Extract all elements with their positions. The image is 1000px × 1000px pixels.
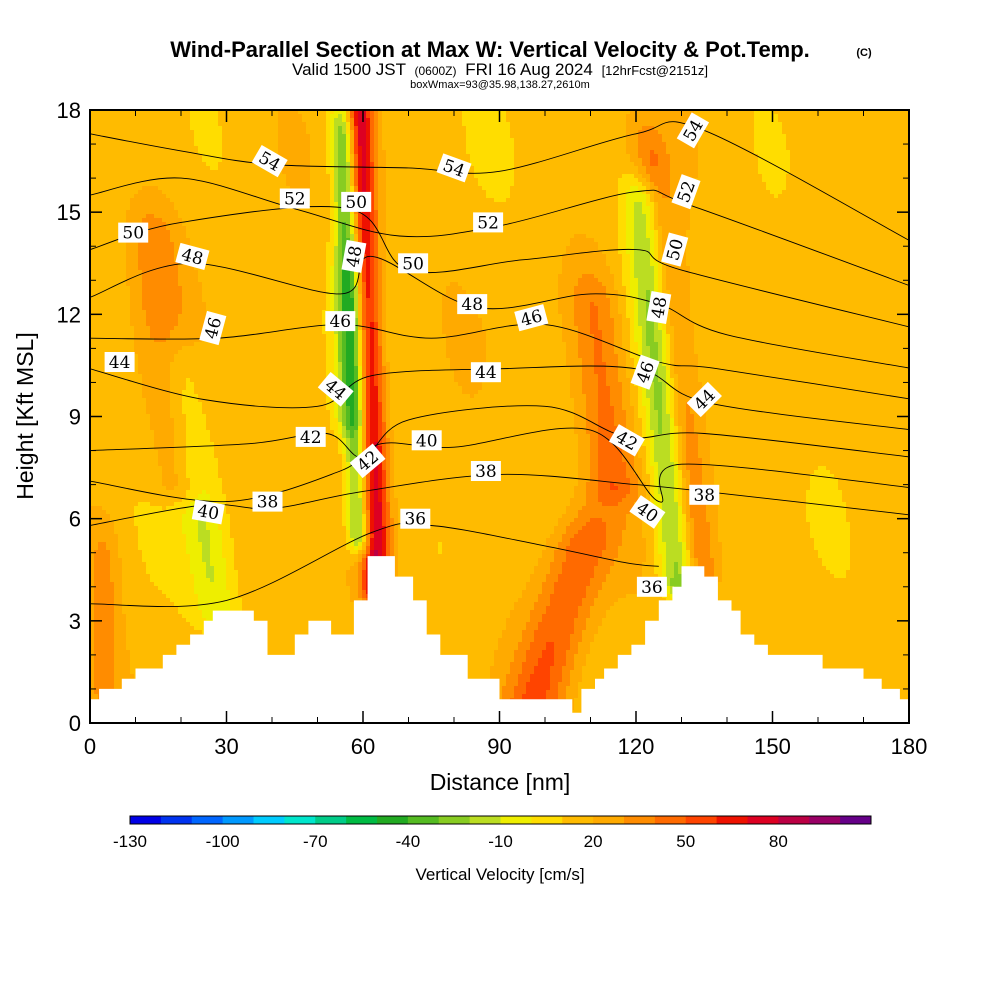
contour-label-text: 50 bbox=[345, 193, 367, 213]
colorbar-tick-label: 20 bbox=[584, 832, 603, 851]
colorbar-swatch bbox=[130, 816, 161, 824]
contour-label: 38 bbox=[471, 461, 501, 482]
subtitle-utc: (0600Z) bbox=[414, 64, 456, 78]
colorbar-swatch bbox=[686, 816, 717, 824]
subtitle-box: boxWmax=93@35.98,138.27,2610m bbox=[410, 79, 590, 91]
colorbar-swatch bbox=[192, 816, 223, 824]
colorbar-tick-label: -10 bbox=[488, 832, 513, 851]
contour-label-text: 48 bbox=[343, 244, 366, 269]
contour-label-text: 38 bbox=[475, 462, 497, 482]
contour-label: 36 bbox=[637, 577, 667, 598]
y-axis-label: Height [Kft MSL] bbox=[12, 332, 38, 499]
colorbar-swatch bbox=[470, 816, 501, 824]
x-tick-label: 180 bbox=[891, 734, 928, 759]
chart: Wind-Parallel Section at Max W: Vertical… bbox=[0, 0, 1000, 1000]
colorbar-swatch bbox=[840, 816, 871, 824]
colorbar-swatch bbox=[377, 816, 408, 824]
contour-label-text: 40 bbox=[416, 431, 438, 451]
colorbar-swatch bbox=[223, 816, 254, 824]
colorbar-swatch bbox=[717, 816, 748, 824]
subtitle-date: FRI 16 Aug 2024 bbox=[465, 60, 593, 79]
colorbar-tick-label: -100 bbox=[206, 832, 240, 851]
contour-label-text: 50 bbox=[122, 224, 144, 244]
contour-label-text: 48 bbox=[461, 295, 483, 315]
contour-label: 38 bbox=[689, 485, 719, 506]
colorbar-tick-label: -130 bbox=[113, 832, 147, 851]
chart-title-mark: (C) bbox=[856, 47, 872, 59]
x-tick-label: 0 bbox=[84, 734, 96, 759]
colorbar-swatch bbox=[161, 816, 192, 824]
contour-label-text: 52 bbox=[477, 213, 499, 233]
contour-label: 38 bbox=[253, 492, 283, 513]
contour-label: 40 bbox=[412, 430, 442, 451]
subtitle-line: Valid 1500 JST (0600Z) FRI 16 Aug 2024 [… bbox=[292, 60, 708, 79]
contour-label-text: 44 bbox=[475, 363, 497, 383]
x-tick-label: 90 bbox=[487, 734, 511, 759]
contour-label: 44 bbox=[105, 352, 135, 373]
y-tick-label: 18 bbox=[57, 98, 81, 123]
colorbar-swatch bbox=[748, 816, 779, 824]
y-tick-label: 12 bbox=[57, 302, 81, 327]
contour-label-text: 52 bbox=[284, 190, 306, 210]
chart-title: Wind-Parallel Section at Max W: Vertical… bbox=[170, 37, 810, 62]
contour-label-text: 42 bbox=[300, 428, 322, 448]
x-tick-label: 150 bbox=[754, 734, 791, 759]
contour-label-text: 44 bbox=[109, 353, 131, 373]
y-tick-label: 15 bbox=[57, 200, 81, 225]
colorbar-tick-label: 80 bbox=[769, 832, 788, 851]
colorbar-swatch bbox=[778, 816, 809, 824]
colorbar-swatch bbox=[809, 816, 840, 824]
x-axis-label: Distance [nm] bbox=[430, 769, 571, 795]
contour-label: 50 bbox=[341, 192, 371, 213]
contour-label-text: 40 bbox=[196, 501, 221, 524]
contour-label: 44 bbox=[471, 362, 501, 383]
colorbar-swatch bbox=[593, 816, 624, 824]
contour-label: 48 bbox=[457, 294, 487, 315]
colorbar-swatch bbox=[655, 816, 686, 824]
subtitle-forecast: [12hrFcst@2151z] bbox=[602, 63, 708, 78]
y-tick-label: 3 bbox=[69, 609, 81, 634]
contour-label-text: 36 bbox=[404, 510, 426, 530]
colorbar-swatch bbox=[624, 816, 655, 824]
x-tick-label: 120 bbox=[618, 734, 655, 759]
colorbar-swatch bbox=[315, 816, 346, 824]
y-tick-label: 0 bbox=[69, 711, 81, 736]
colorbar-label: Vertical Velocity [cm/s] bbox=[415, 865, 584, 884]
contour-label: 52 bbox=[473, 212, 503, 233]
contour-label-text: 46 bbox=[329, 312, 351, 332]
contour-label: 50 bbox=[398, 253, 428, 274]
contour-label-text: 38 bbox=[693, 486, 715, 506]
colorbar: -130 -100 -70 -40 -10 20 50 80 bbox=[113, 816, 871, 851]
colorbar-tick-label: -70 bbox=[303, 832, 328, 851]
colorbar-swatch bbox=[439, 816, 470, 824]
subtitle-valid: Valid 1500 JST bbox=[292, 60, 406, 79]
colorbar-swatch bbox=[531, 816, 562, 824]
colorbar-swatch bbox=[346, 816, 377, 824]
y-tick-label: 6 bbox=[69, 507, 81, 532]
contour-label: 42 bbox=[296, 427, 326, 448]
contour-label-text: 48 bbox=[648, 295, 671, 320]
y-tick-label: 9 bbox=[69, 405, 81, 430]
x-tick-label: 60 bbox=[351, 734, 375, 759]
colorbar-tick-label: -40 bbox=[396, 832, 421, 851]
contour-label: 50 bbox=[118, 223, 148, 244]
x-tick-label: 30 bbox=[214, 734, 238, 759]
colorbar-swatch bbox=[408, 816, 439, 824]
colorbar-swatch bbox=[562, 816, 593, 824]
colorbar-swatch bbox=[501, 816, 532, 824]
contour-label: 52 bbox=[280, 189, 310, 210]
contour-label-text: 36 bbox=[641, 578, 663, 598]
colorbar-swatch bbox=[284, 816, 315, 824]
contour-label-text: 38 bbox=[257, 493, 279, 513]
colorbar-tick-label: 50 bbox=[676, 832, 695, 851]
contour-label: 36 bbox=[400, 509, 430, 530]
contour-label-text: 50 bbox=[402, 254, 424, 274]
contour-label: 46 bbox=[325, 311, 355, 332]
colorbar-swatch bbox=[254, 816, 285, 824]
